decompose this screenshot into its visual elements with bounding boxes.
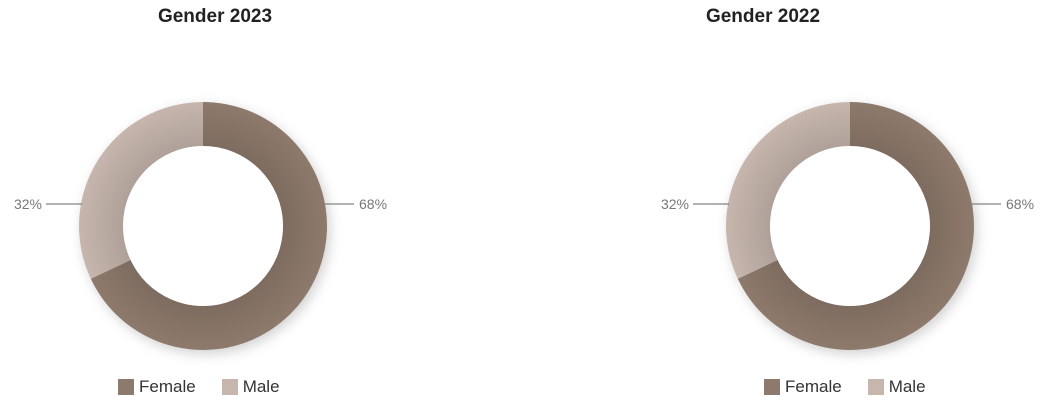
chart-panel-2022: Gender 2022 68% 32% Female Male (524, 0, 1048, 401)
legend-label-male: Male (888, 377, 926, 396)
donut-chart-2022: 68% 32% (661, 102, 1034, 350)
chart-title: Gender 2023 (157, 6, 273, 27)
legend-label-female: Female (785, 377, 842, 396)
data-label-male: 32% (14, 196, 42, 212)
chart-panel-2023: Gender 2023 68% 32% Female Male (14, 6, 387, 398)
legend-swatch-female (118, 379, 134, 395)
legend-item-male: Male (867, 377, 926, 397)
legend-label-male: Male (242, 377, 280, 396)
legend-swatch-male (867, 379, 884, 395)
legend-swatch-male (221, 379, 238, 395)
data-label-male: 32% (661, 196, 689, 212)
donut-hole (770, 146, 930, 306)
data-label-female: 68% (359, 196, 387, 212)
legend: Female Male (764, 376, 952, 398)
legend-swatch-female (764, 379, 780, 395)
chart-title: Gender 2022 (705, 6, 821, 27)
donut-chart-2023: 68% 32% (14, 102, 387, 350)
legend-item-male: Male (221, 377, 280, 397)
data-label-female: 68% (1006, 196, 1034, 212)
legend-item-female: Female (764, 377, 842, 397)
legend-item-female: Female (118, 377, 196, 397)
legend: Female Male (118, 376, 306, 398)
donut-hole (123, 146, 283, 306)
legend-label-female: Female (139, 377, 196, 396)
